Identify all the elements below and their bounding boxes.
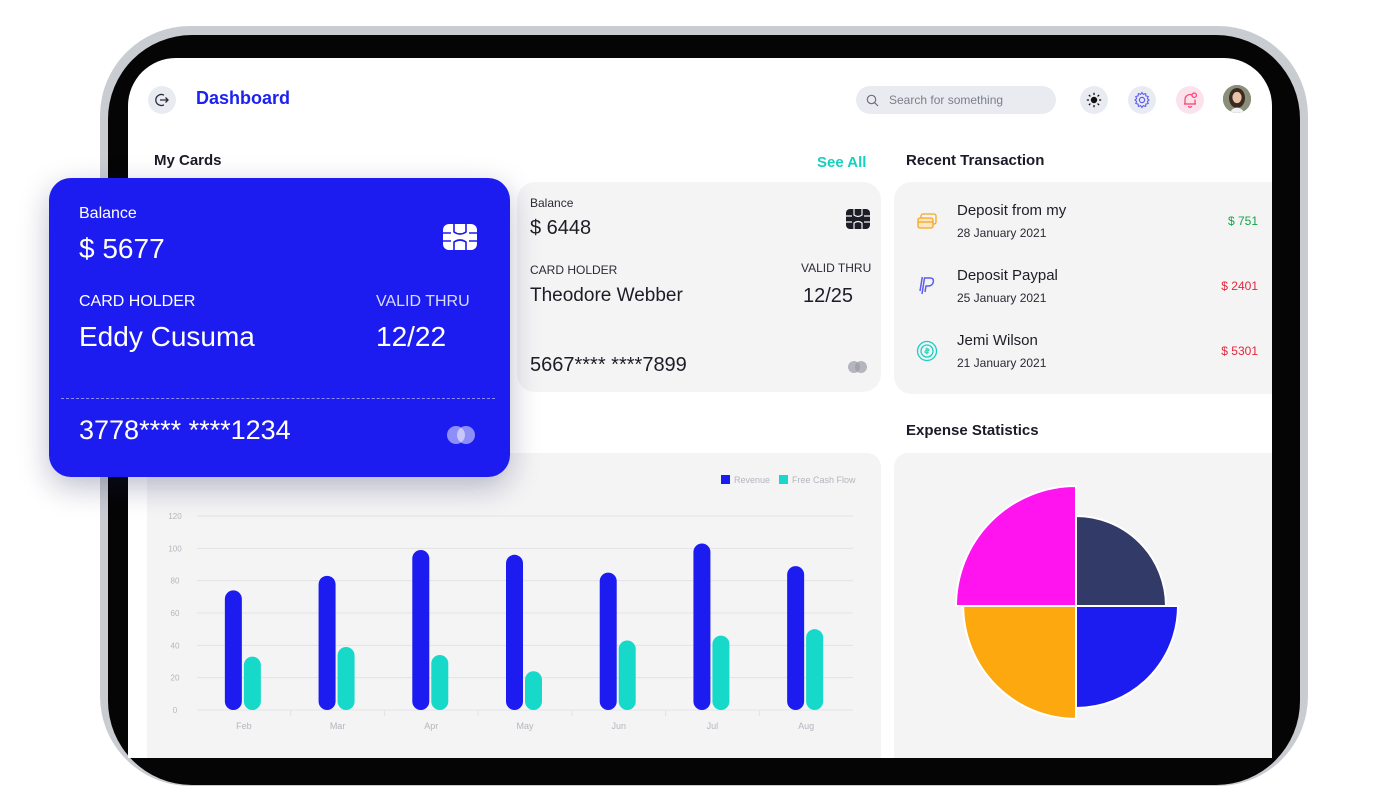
- legend-swatch: [779, 475, 788, 484]
- y-tick-label: 0: [173, 706, 178, 715]
- card-number: 5667**** ****7899: [530, 354, 687, 376]
- expense-statistics-title: Expense Statistics: [906, 422, 1039, 439]
- bar-revenue[interactable]: [506, 554, 523, 710]
- bar-free-cash-flow[interactable]: [806, 629, 824, 710]
- coin-icon: [916, 340, 938, 362]
- x-tick-label: Jun: [611, 721, 626, 731]
- transaction-title: Deposit Paypal: [957, 267, 1058, 284]
- expense-statistics-panel: [894, 453, 1272, 758]
- pie-slice-3[interactable]: [962, 605, 1077, 720]
- valid-thru-value: 12/22: [376, 321, 447, 352]
- pie-slice-4[interactable]: [954, 484, 1077, 607]
- bar-free-cash-flow[interactable]: [525, 671, 542, 710]
- pie-chart: [954, 484, 1180, 720]
- bell-icon: [1184, 92, 1198, 108]
- paypal-icon: [919, 276, 935, 295]
- x-tick-label: Apr: [424, 721, 438, 731]
- y-tick-label: 120: [168, 512, 182, 521]
- sun-icon: [1086, 92, 1102, 108]
- valid-thru-label: VALID THRU: [376, 293, 470, 310]
- bar-revenue[interactable]: [318, 575, 336, 710]
- card-holder-label: CARD HOLDER: [79, 293, 196, 310]
- notifications-button[interactable]: [1176, 86, 1204, 114]
- bar-revenue[interactable]: [787, 566, 805, 710]
- x-tick-label: Mar: [330, 721, 346, 731]
- search-placeholder: Search for something: [889, 93, 1004, 107]
- chip-icon: [846, 209, 870, 229]
- theme-toggle-button[interactable]: [1080, 86, 1108, 114]
- card-network-icon: [848, 361, 867, 373]
- bar-free-cash-flow[interactable]: [618, 640, 636, 710]
- card-balance-value: $ 5677: [79, 233, 165, 264]
- valid-thru-label: VALID THRU: [801, 261, 872, 275]
- transaction-icon-wrap: [906, 265, 948, 307]
- weekly-activity-chart-panel: 0 20 40 60 80 100 120 Feb Mar Apr May Jun Jul Aug Reve…: [147, 453, 881, 758]
- y-tick-label: 20: [171, 674, 180, 683]
- my-cards-title: My Cards: [154, 152, 222, 169]
- recent-transaction-title: Recent Transaction: [906, 152, 1045, 169]
- recent-transaction-panel: Deposit from my 28 January 2021 $ 751 De…: [894, 182, 1272, 394]
- transaction-icon-wrap: [906, 200, 948, 242]
- transaction-date: 28 January 2021: [957, 226, 1047, 240]
- search-icon: [866, 94, 879, 106]
- transaction-amount: $ 751: [1227, 214, 1258, 228]
- y-tick-label: 80: [171, 577, 180, 586]
- settings-button[interactable]: [1128, 86, 1156, 114]
- credit-card-secondary[interactable]: Balance $ 6448 CARD HOLDER Theodore Webb…: [517, 182, 881, 392]
- bar-revenue[interactable]: [412, 549, 430, 710]
- bar-revenue[interactable]: [693, 543, 711, 710]
- card-balance-label: Balance: [79, 205, 137, 222]
- transaction-date: 25 January 2021: [957, 291, 1047, 305]
- bar-chart: 0 20 40 60 80 100 120 Feb Mar Apr May Jun Jul Aug Reve…: [168, 475, 856, 731]
- card-balance-label: Balance: [530, 196, 574, 210]
- card-icon: [917, 213, 937, 229]
- card-number: 3778**** ****1234: [79, 415, 291, 445]
- pie-slice-1[interactable]: [1075, 514, 1168, 607]
- legend-label: Free Cash Flow: [792, 475, 856, 485]
- credit-card-primary[interactable]: Balance $ 5677 CARD HOLDER Eddy Cusuma V…: [49, 178, 510, 477]
- transaction-amount: $ 2401: [1221, 279, 1258, 293]
- user-photo-icon: [1223, 85, 1251, 113]
- pie-slice-2[interactable]: [1075, 605, 1180, 710]
- card-holder-name: Eddy Cusuma: [79, 321, 255, 352]
- gear-icon: [1134, 91, 1150, 109]
- bar-free-cash-flow[interactable]: [712, 635, 730, 710]
- transaction-amount: $ 5301: [1221, 344, 1258, 358]
- transaction-row[interactable]: Deposit Paypal 25 January 2021 $ 2401: [906, 263, 1262, 309]
- transaction-row[interactable]: Jemi Wilson 21 January 2021 $ 5301: [906, 328, 1262, 374]
- valid-thru-value: 12/25: [803, 285, 854, 307]
- search-bar[interactable]: Search for something: [856, 86, 1056, 114]
- card-holder-label: CARD HOLDER: [530, 263, 618, 277]
- transaction-date: 21 January 2021: [957, 356, 1047, 370]
- x-tick-label: Aug: [798, 721, 814, 731]
- x-tick-label: Jul: [707, 721, 719, 731]
- see-all-link[interactable]: See All: [817, 154, 867, 171]
- y-tick-label: 40: [171, 641, 180, 650]
- card-network-icon: [447, 426, 475, 444]
- logout-button[interactable]: [148, 86, 176, 114]
- card-holder-name: Theodore Webber: [530, 285, 683, 306]
- chip-icon: [443, 224, 477, 250]
- y-tick-label: 60: [171, 609, 180, 618]
- transaction-icon-wrap: [906, 330, 948, 372]
- avatar[interactable]: [1223, 85, 1251, 113]
- card-divider: [61, 398, 495, 399]
- bar-free-cash-flow[interactable]: [243, 656, 261, 710]
- y-tick-label: 100: [168, 544, 182, 553]
- bar-free-cash-flow[interactable]: [431, 655, 449, 710]
- legend-swatch: [721, 475, 730, 484]
- logout-icon: [155, 93, 169, 107]
- bar-free-cash-flow[interactable]: [337, 646, 355, 710]
- bar-revenue[interactable]: [224, 590, 242, 710]
- transaction-title: Deposit from my: [957, 202, 1067, 219]
- legend-label: Revenue: [734, 475, 770, 485]
- transaction-row[interactable]: Deposit from my 28 January 2021 $ 751: [906, 198, 1262, 244]
- card-balance-value: $ 6448: [530, 217, 592, 239]
- page-title: Dashboard: [196, 88, 291, 108]
- x-tick-label: Feb: [236, 721, 252, 731]
- bar-revenue[interactable]: [599, 572, 617, 710]
- transaction-title: Jemi Wilson: [957, 332, 1038, 349]
- x-tick-label: May: [516, 721, 534, 731]
